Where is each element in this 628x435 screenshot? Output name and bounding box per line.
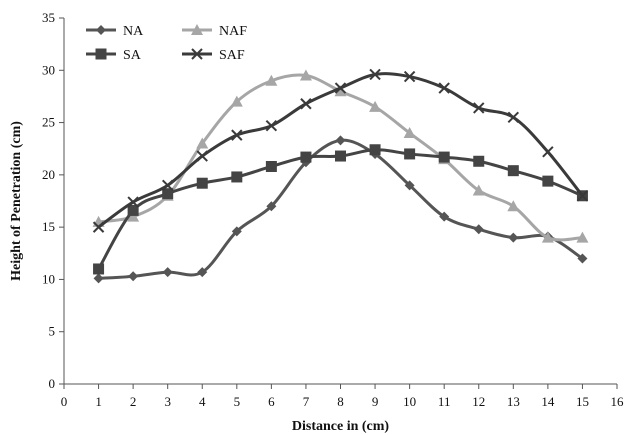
data-point-sa	[300, 151, 312, 163]
legend: NA NAF SA SAF	[86, 24, 247, 63]
data-point-sa	[265, 160, 277, 172]
data-point-sa	[196, 177, 208, 189]
legend-item-naf: NAF	[182, 24, 247, 39]
data-point-saf	[196, 150, 208, 162]
x-tick-label: 14	[541, 394, 555, 409]
data-point-sa	[93, 263, 105, 275]
x-tick-label: 6	[268, 394, 275, 409]
data-point-naf	[576, 231, 589, 243]
y-tick-label: 15	[42, 219, 55, 234]
y-tick-label: 10	[42, 271, 55, 286]
legend-swatch-marker	[96, 25, 106, 35]
legend-label: SA	[123, 48, 142, 63]
legend-swatch-marker	[191, 24, 203, 35]
x-tick-label: 9	[372, 394, 379, 409]
data-point-na	[473, 224, 484, 235]
data-point-naf	[299, 69, 312, 81]
x-tick-label: 13	[507, 394, 520, 409]
legend-label: SAF	[219, 48, 245, 63]
legend-swatch-marker	[95, 48, 107, 60]
data-point-sa	[162, 188, 174, 200]
data-point-saf	[231, 129, 243, 141]
x-tick-label: 8	[337, 394, 344, 409]
x-tick-label: 16	[611, 394, 625, 409]
y-tick-label: 25	[42, 115, 55, 130]
data-point-naf	[230, 95, 243, 107]
data-point-naf	[472, 184, 485, 196]
data-point-saf	[369, 68, 381, 81]
y-tick-label: 30	[42, 62, 55, 77]
data-point-na	[577, 253, 588, 264]
data-point-saf	[127, 196, 139, 208]
x-tick-label: 4	[199, 394, 206, 409]
series-layer	[92, 68, 589, 284]
legend-label: NA	[123, 24, 144, 39]
data-point-na	[404, 180, 415, 191]
data-point-sa	[127, 204, 139, 216]
data-point-saf	[161, 179, 174, 192]
legend-item-sa: SA	[86, 48, 142, 63]
data-point-sa	[335, 150, 346, 162]
data-point-na	[197, 267, 208, 278]
series-saf	[92, 68, 589, 233]
y-axis-title: Height of Penetration (cm)	[9, 121, 24, 281]
data-point-sa	[231, 171, 243, 183]
y-tick-label: 5	[49, 324, 56, 339]
data-point-naf	[127, 210, 140, 222]
data-point-saf	[403, 70, 416, 83]
data-point-na	[439, 211, 450, 222]
data-point-saf	[473, 102, 485, 114]
x-tick-label: 5	[234, 394, 241, 409]
series-naf	[92, 69, 589, 243]
data-point-saf	[334, 82, 347, 94]
x-tick-label: 2	[130, 394, 137, 409]
y-tick-label: 0	[49, 376, 56, 391]
data-point-naf	[541, 231, 554, 243]
legend-swatch-marker	[191, 48, 203, 60]
data-point-na	[128, 271, 139, 282]
data-point-naf	[265, 74, 278, 86]
legend-label: NAF	[219, 24, 247, 39]
data-point-na	[266, 201, 277, 212]
data-point-saf	[300, 98, 312, 110]
data-point-na	[508, 232, 519, 243]
data-point-na	[162, 267, 173, 278]
data-point-sa	[542, 175, 554, 187]
x-tick-label: 0	[61, 394, 68, 409]
data-point-saf	[507, 111, 520, 124]
data-point-naf	[369, 100, 382, 112]
data-point-saf	[438, 82, 450, 94]
legend-item-saf: SAF	[182, 48, 245, 63]
data-point-saf	[542, 146, 554, 158]
data-point-naf	[334, 85, 347, 97]
data-point-sa	[438, 151, 450, 163]
y-tick-label: 35	[42, 10, 55, 25]
x-tick-label: 12	[472, 394, 485, 409]
y-tick-label: 20	[42, 167, 55, 182]
data-point-naf	[403, 127, 416, 139]
data-point-naf	[507, 200, 520, 212]
x-axis-title: Distance in (cm)	[292, 419, 390, 434]
data-point-sa	[473, 155, 485, 167]
data-point-sa	[369, 144, 381, 156]
legend-item-na: NA	[86, 24, 144, 39]
x-tick-label: 3	[164, 394, 171, 409]
data-point-sa	[507, 165, 519, 177]
data-point-na	[93, 273, 104, 284]
x-tick-label: 10	[403, 394, 416, 409]
x-tick-label: 7	[303, 394, 310, 409]
x-tick-label: 1	[95, 394, 102, 409]
x-tick-label: 11	[438, 394, 451, 409]
data-point-sa	[404, 148, 416, 160]
x-tick-label: 15	[576, 394, 589, 409]
data-point-naf	[196, 137, 209, 149]
data-point-saf	[265, 120, 278, 132]
data-point-na	[231, 226, 242, 237]
data-point-na	[335, 135, 346, 146]
data-point-saf	[576, 190, 589, 202]
data-point-saf	[92, 221, 105, 233]
